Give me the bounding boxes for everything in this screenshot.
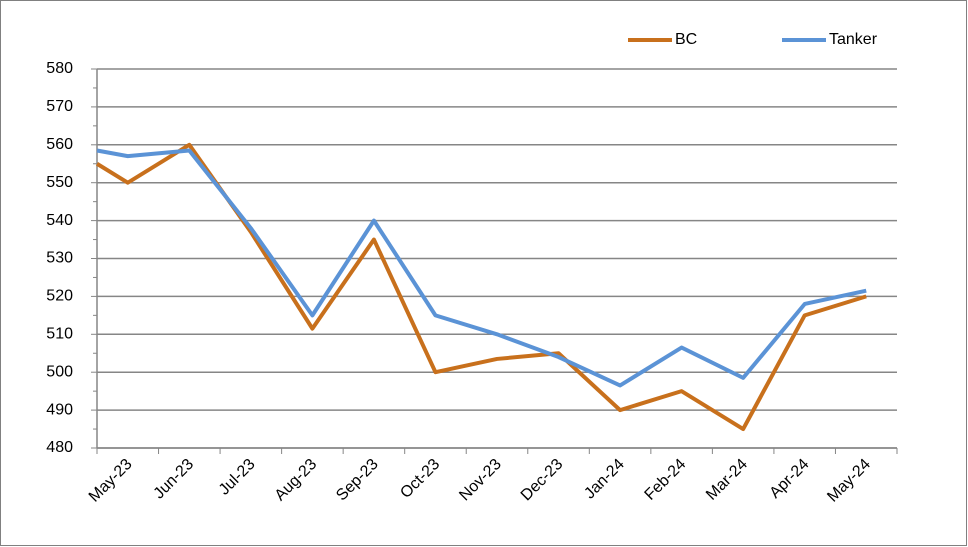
legend-label: Tanker — [829, 31, 878, 48]
legend-label: BC — [675, 31, 697, 48]
series-line — [96, 148, 867, 388]
y-tick-label: 550 — [46, 174, 73, 191]
y-tick-label: 500 — [46, 363, 73, 380]
y-tick-label: 510 — [46, 326, 73, 343]
y-tick-label: 480 — [46, 439, 73, 456]
y-tick-label: 570 — [46, 98, 73, 115]
y-tick-label: 520 — [46, 288, 73, 305]
series-line — [95, 142, 867, 432]
y-tick-label: 580 — [46, 60, 73, 77]
y-tick-label: 560 — [46, 136, 73, 153]
y-tick-label: 530 — [46, 250, 73, 267]
y-tick-label: 490 — [46, 401, 73, 418]
y-tick-label: 540 — [46, 212, 73, 229]
